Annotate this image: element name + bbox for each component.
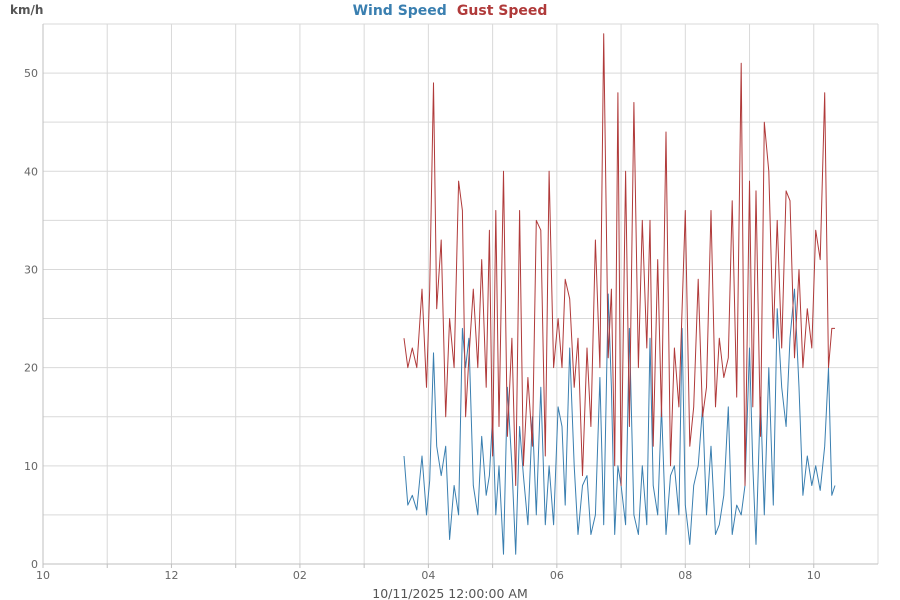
y-tick-label: 0 [31,558,38,571]
x-tick-label: 02 [293,569,307,582]
x-tick-label: 06 [550,569,564,582]
series [403,33,836,555]
x-tick-label: 08 [678,569,692,582]
y-tick-label: 50 [24,67,38,80]
x-tick-label: 10 [807,569,821,582]
x-tick-label: 10 [36,569,50,582]
x-axis-label: 10/11/2025 12:00:00 AM [372,586,527,600]
y-tick-label: 40 [24,165,38,178]
grid [43,23,879,564]
y-tick-label: 10 [24,460,38,473]
series-line-wind-speed [403,288,836,555]
y-tick-label: 30 [24,263,38,276]
y-tick-label: 20 [24,362,38,375]
legend: Wind Speed Gust Speed [353,0,548,19]
x-tick-label: 12 [164,569,178,582]
series-line-gust-speed [403,33,835,486]
x-tick-label: 04 [421,569,435,582]
unit-label: km/h [10,3,43,17]
legend-wind-speed[interactable]: Wind Speed [353,3,447,19]
legend-gust-speed[interactable]: Gust Speed [457,3,547,19]
axes [42,24,878,568]
